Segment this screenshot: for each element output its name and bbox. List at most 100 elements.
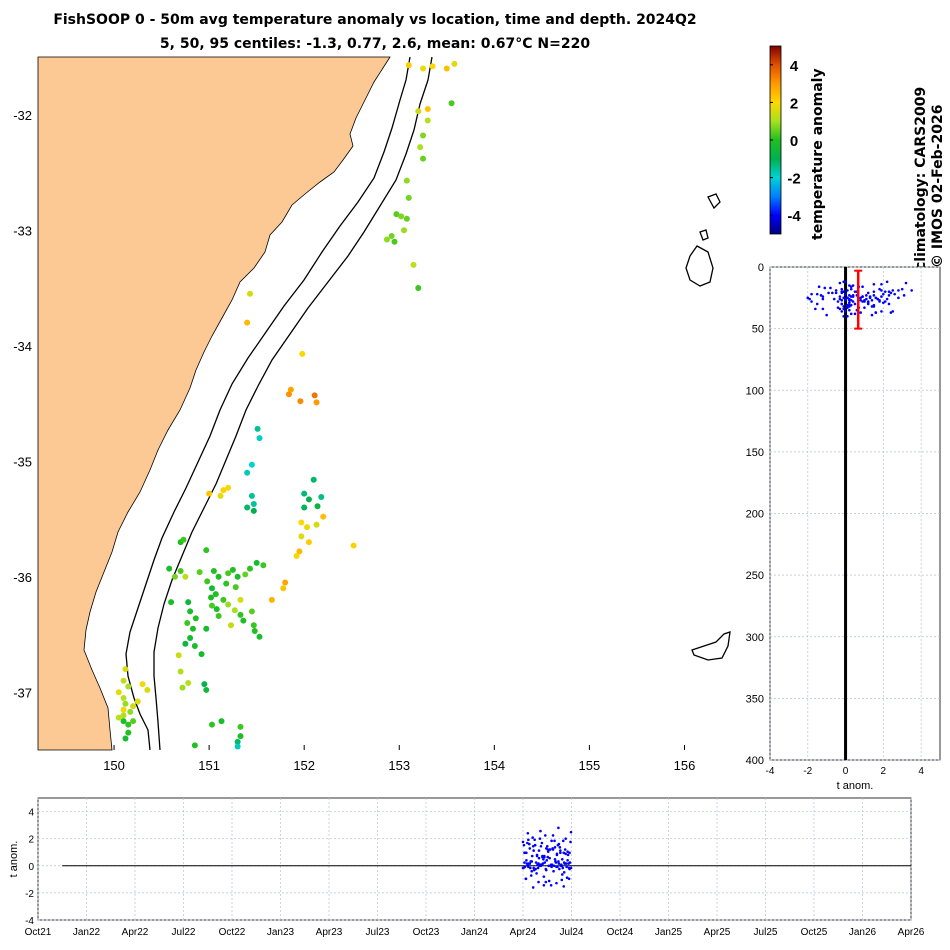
- timeseries-sample-point: [554, 860, 557, 863]
- map-sample-point: [125, 729, 132, 736]
- timeseries-sample-point: [530, 854, 534, 858]
- map-sample-point: [301, 490, 308, 497]
- map-sample-point: [247, 565, 254, 572]
- map-xtick-label: 150: [103, 758, 125, 773]
- timeseries-xtick-label: Apr23: [316, 927, 343, 938]
- depth-sample-point: [880, 282, 883, 286]
- map-sample-point: [232, 584, 239, 591]
- timeseries-sample-point: [564, 862, 568, 865]
- timeseries-sample-point: [532, 849, 535, 852]
- depth-sample-point: [840, 287, 844, 291]
- depth-sample-point: [887, 302, 891, 306]
- map-sample-point: [177, 567, 184, 574]
- timeseries-sample-point: [529, 860, 533, 863]
- map-sample-point: [403, 177, 410, 184]
- depth-sample-point: [870, 298, 874, 302]
- timeseries-sample-point: [539, 829, 542, 833]
- map-sample-point: [311, 392, 318, 399]
- map-sample-point: [260, 562, 267, 569]
- depth-sample-point: [834, 289, 838, 292]
- depth-sample-point: [840, 298, 844, 302]
- depth-sample-point: [848, 294, 851, 297]
- timeseries-sample-point: [560, 873, 564, 876]
- depth-sample-point: [831, 291, 834, 295]
- timeseries-sample-point: [528, 847, 532, 850]
- depth-sample-point: [848, 301, 851, 305]
- timeseries-sample-point: [555, 852, 559, 856]
- depth-sample-point: [827, 291, 830, 295]
- timeseries-sample-point: [528, 866, 532, 870]
- map-sample-point: [244, 504, 251, 511]
- timeseries-sample-point: [545, 859, 549, 862]
- map-sample-point: [208, 602, 215, 609]
- map-plot-area: [37, 56, 732, 751]
- map-sample-point: [215, 573, 222, 580]
- depth-sample-point: [861, 295, 864, 298]
- map-sample-point: [168, 599, 175, 606]
- map-sample-point: [125, 721, 132, 728]
- depth-sample-point: [840, 290, 844, 293]
- timeseries-sample-point: [566, 853, 570, 857]
- map-ytick-label: -33: [13, 223, 32, 238]
- depth-sample-point: [876, 297, 879, 301]
- depth-sample-point: [878, 287, 881, 291]
- depth-sample-point: [891, 310, 895, 313]
- timeseries-sample-point: [555, 865, 558, 869]
- depth-sample-point: [844, 298, 847, 302]
- map-xtick-label: 155: [579, 758, 601, 773]
- map-sample-point: [350, 542, 357, 549]
- depth-ytick-label: 0: [758, 262, 764, 274]
- map-sample-point: [388, 233, 395, 240]
- depth-sample-point: [865, 294, 868, 297]
- timeseries-sample-point: [568, 851, 571, 855]
- timeseries-sample-point: [565, 865, 568, 869]
- map-ytick-label: -32: [13, 108, 32, 123]
- map-sample-point: [184, 619, 191, 626]
- map-sample-point: [187, 608, 194, 615]
- map-sample-point: [234, 743, 241, 750]
- island-medium: [685, 245, 714, 287]
- map-sample-point: [120, 718, 127, 725]
- depth-sample-point: [904, 281, 908, 285]
- map-sample-point: [429, 63, 436, 70]
- map-sample-point: [420, 132, 427, 139]
- isobath-2000m: [153, 56, 433, 751]
- timeseries-xtick-label: Oct25: [801, 927, 828, 938]
- timeseries-sample-point: [557, 826, 560, 830]
- map-sample-point: [248, 461, 255, 468]
- timeseries-sample-point: [564, 837, 567, 840]
- depth-sample-point: [872, 282, 876, 286]
- map-sample-point: [229, 566, 236, 573]
- timeseries-sample-point: [553, 846, 557, 849]
- timeseries-sample-point: [553, 839, 556, 843]
- timeseries-sample-point: [569, 830, 573, 834]
- depth-sample-point: [834, 291, 838, 295]
- colorbar-tick-label: 4: [790, 58, 799, 75]
- depth-ytick-label: 150: [746, 447, 764, 459]
- map-sample-point: [420, 65, 427, 72]
- map-xtick-label: 152: [293, 758, 315, 773]
- depth-ytick-label: 50: [752, 324, 764, 336]
- timeseries-xtick-label: Jul22: [172, 927, 196, 938]
- map-sample-point: [166, 565, 173, 572]
- timeseries-xtick-label: Apr24: [510, 927, 537, 938]
- timeseries-xtick-label: Jan23: [267, 927, 295, 938]
- map-sample-point: [122, 700, 129, 707]
- depth-sample-point: [870, 305, 874, 308]
- timeseries-ytick-label: 2: [28, 835, 34, 846]
- map-sample-point: [247, 290, 254, 297]
- timeseries-sample-point: [565, 876, 569, 880]
- depth-sample-point: [808, 297, 811, 301]
- map-sample-point: [314, 503, 321, 510]
- depth-sample-point: [882, 292, 885, 296]
- map-sample-point: [287, 386, 294, 393]
- depth-sample-point: [825, 313, 828, 317]
- depth-sample-point: [887, 294, 891, 297]
- map-sample-point: [234, 738, 241, 745]
- depth-sample-point: [866, 291, 870, 295]
- timeseries-sample-point: [558, 867, 561, 871]
- timeseries-sample-point: [561, 866, 565, 870]
- map-sample-point: [191, 643, 198, 650]
- depth-sample-point: [863, 300, 866, 303]
